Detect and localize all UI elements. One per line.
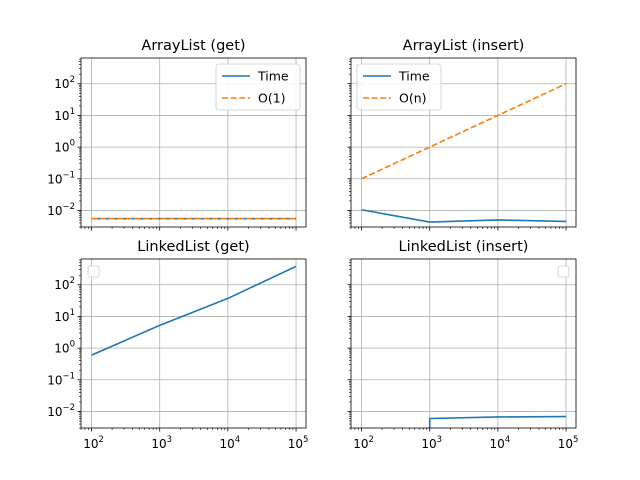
series-line-time — [361, 208, 567, 223]
axes-frame — [350, 57, 577, 228]
y-tick-label: 102 — [54, 75, 75, 91]
legend-empty — [557, 265, 570, 278]
y-tick-label: 101 — [54, 308, 75, 324]
legend-label: Time — [398, 69, 430, 84]
axes-frame — [350, 258, 577, 429]
legend: Time O(1) — [215, 63, 301, 111]
subplot-2: ArrayList (insert) Time O(n) — [347, 38, 577, 231]
x-tick-label: 103 — [421, 435, 442, 451]
x-tick-label: 103 — [151, 435, 172, 451]
series-line-o-n- — [361, 83, 567, 180]
subplot-3: 102 101 100 10−1 10−2 102 103 104 105 LinkedList … — [47, 239, 308, 451]
axes-frame — [80, 57, 307, 228]
x-tick-label: 102 — [353, 435, 374, 451]
subplot-title: ArrayList (insert) — [403, 38, 525, 54]
x-tick-label: 102 — [83, 435, 104, 451]
series-line-1 — [91, 265, 297, 356]
legend-label: O(1) — [258, 91, 286, 106]
subplot-4: 102 103 104 105 LinkedList (insert) — [347, 239, 579, 451]
x-tick-label: 104 — [220, 435, 241, 451]
series-line-1 — [428, 415, 567, 428]
legend: Time O(n) — [356, 63, 442, 111]
subplot-1: 102 101 100 10−1 10−2 ArrayList (get) Time O(1) — [47, 38, 307, 231]
y-tick-label: 10−1 — [47, 170, 75, 186]
subplot-title: LinkedList (get) — [137, 239, 249, 255]
y-tick-label: 10−2 — [47, 202, 75, 218]
y-tick-label: 10−1 — [47, 371, 75, 387]
y-tick-label: 100 — [54, 139, 75, 155]
x-tick-label: 104 — [490, 435, 511, 451]
legend-label: Time — [257, 69, 289, 84]
subplot-title: ArrayList (get) — [141, 38, 245, 54]
y-tick-label: 101 — [54, 107, 75, 123]
legend-label: O(n) — [399, 91, 427, 106]
y-tick-label: 100 — [54, 340, 75, 356]
axes-frame — [80, 258, 307, 429]
x-tick-label: 105 — [288, 435, 309, 451]
legend-empty — [87, 265, 100, 278]
subplot-title: LinkedList (insert) — [399, 239, 529, 255]
y-tick-label: 102 — [54, 276, 75, 292]
y-tick-label: 10−2 — [47, 403, 75, 419]
x-tick-label: 105 — [558, 435, 579, 451]
